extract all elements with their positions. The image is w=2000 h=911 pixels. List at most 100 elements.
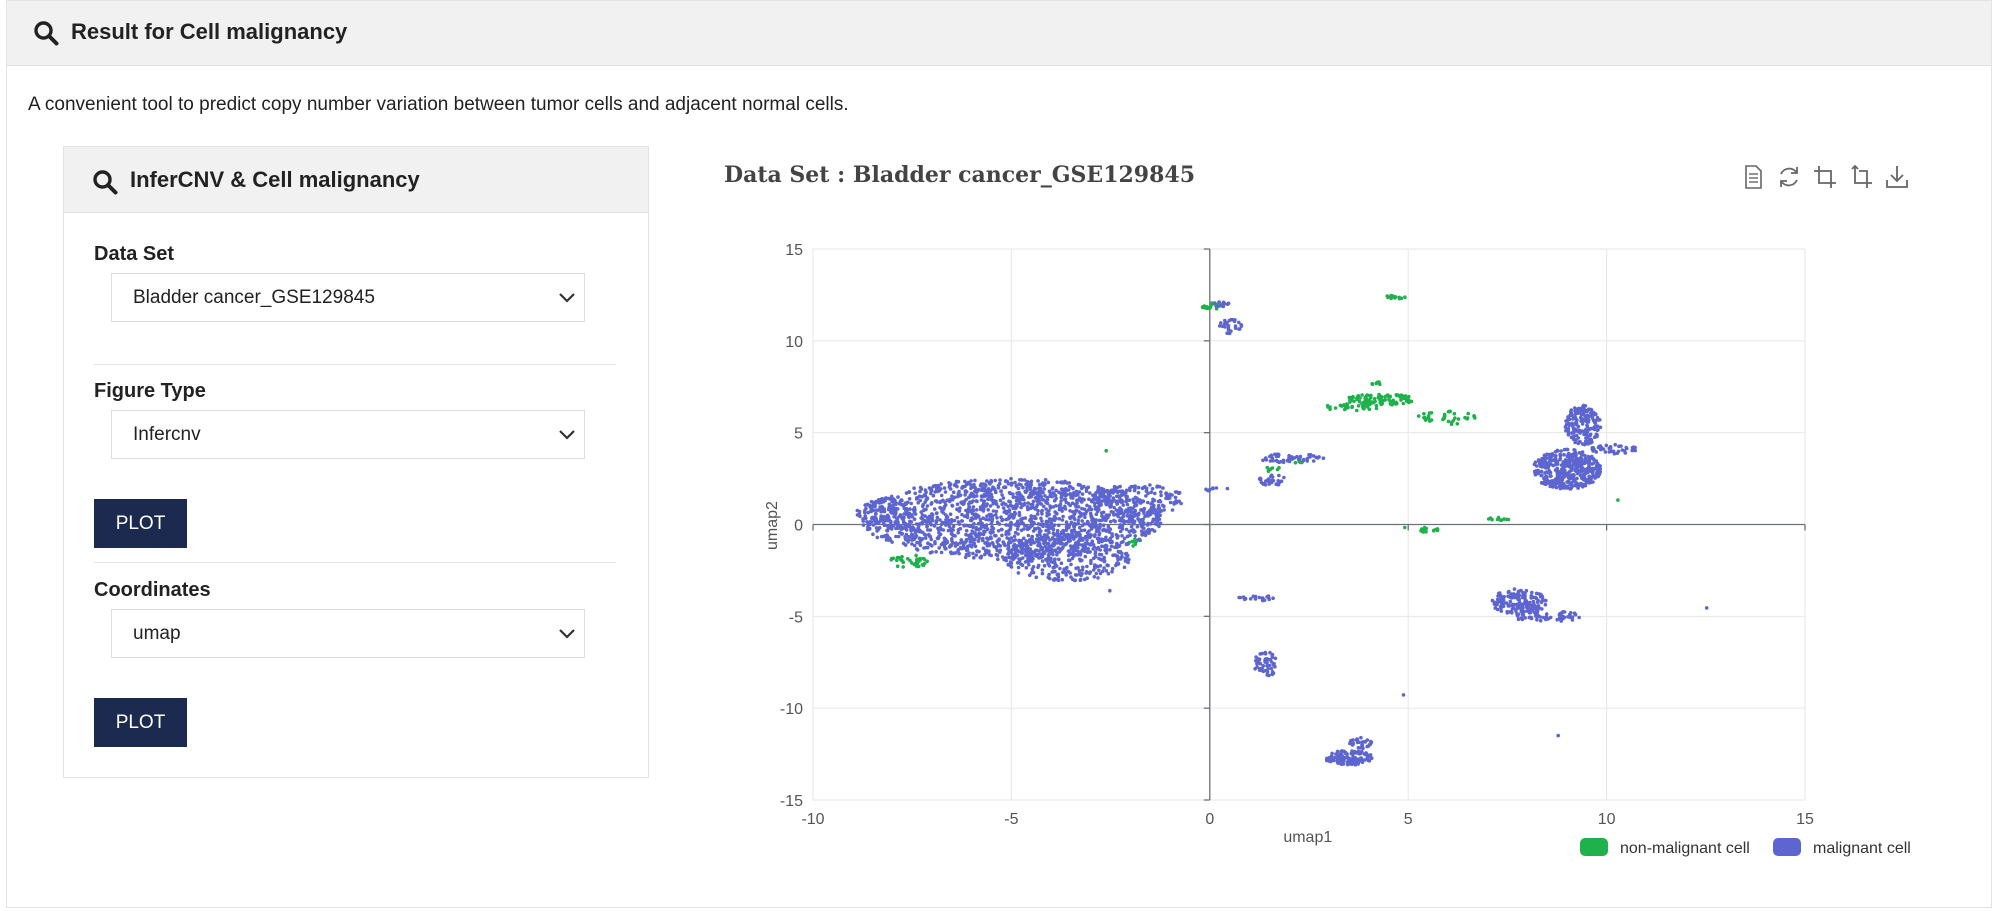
data-point <box>1346 405 1350 410</box>
data-point <box>1023 490 1028 495</box>
data-point <box>938 518 942 522</box>
dataset-select[interactable]: Bladder cancer_GSE129845 <box>111 273 585 322</box>
restore-icon[interactable] <box>1776 164 1804 192</box>
data-point <box>1026 556 1030 561</box>
data-point <box>1025 527 1030 531</box>
data-point <box>904 525 909 529</box>
data-point <box>1064 525 1069 530</box>
data-point <box>978 517 983 522</box>
data-point <box>1572 448 1576 452</box>
data-point <box>1523 593 1527 598</box>
data-point <box>1168 500 1173 505</box>
data-point <box>1068 558 1072 563</box>
data-point <box>1104 529 1109 533</box>
data-point <box>936 536 940 541</box>
data-point <box>1537 470 1541 474</box>
data-point <box>1110 566 1115 571</box>
data-point <box>1595 415 1600 420</box>
data-point <box>1064 573 1068 577</box>
legend-item-non-malignant-label: non-malignant cell <box>1620 840 1750 857</box>
zoom-reset-icon[interactable] <box>1848 164 1876 192</box>
data-point <box>1630 448 1634 453</box>
data-point <box>1035 554 1039 558</box>
x-tick-label: -10 <box>801 811 824 828</box>
data-point <box>973 532 977 536</box>
data-point <box>1008 540 1013 545</box>
figure-type-select[interactable]: Infercnv <box>111 410 585 459</box>
data-point <box>976 487 981 492</box>
data-point <box>901 541 906 546</box>
data-point <box>1366 399 1371 403</box>
data-point <box>1080 543 1084 547</box>
data-point <box>1076 546 1080 550</box>
data-point <box>1013 555 1018 560</box>
data-point <box>950 539 954 543</box>
data-point <box>979 482 984 486</box>
data-point <box>1059 491 1063 496</box>
data-point <box>1559 481 1563 485</box>
data-point <box>1077 537 1082 542</box>
data-point <box>1542 476 1546 481</box>
data-point <box>969 479 973 483</box>
data-point <box>922 546 926 550</box>
plot-button-figure[interactable]: PLOT <box>94 499 187 548</box>
data-point <box>1098 491 1102 496</box>
data-point <box>1573 409 1577 413</box>
data-point <box>1002 541 1006 546</box>
data-point <box>1472 414 1476 418</box>
data-point <box>1101 569 1105 573</box>
plot-button-coordinates[interactable]: PLOT <box>94 698 187 747</box>
data-point <box>1173 495 1178 500</box>
data-point <box>1153 518 1157 522</box>
data-point <box>950 503 954 508</box>
data-point <box>1545 456 1549 460</box>
data-point <box>1570 414 1575 418</box>
data-point <box>935 515 940 520</box>
data-point <box>1588 432 1593 437</box>
data-point <box>1015 521 1019 525</box>
data-point <box>1265 664 1269 668</box>
data-point <box>1380 401 1385 406</box>
data-point <box>1346 761 1351 765</box>
data-point <box>1010 481 1014 486</box>
data-point <box>1047 530 1051 535</box>
coordinates-label: Coordinates <box>94 579 211 601</box>
data-point <box>1524 588 1529 593</box>
zoom-icon[interactable] <box>1812 164 1840 192</box>
data-point <box>935 511 939 515</box>
data-point <box>929 491 933 496</box>
data-point <box>970 525 975 529</box>
data-point <box>1177 491 1181 496</box>
y-axis-label: umap2 <box>764 501 781 550</box>
data-point <box>1591 480 1595 484</box>
data-point <box>1060 518 1065 522</box>
data-point <box>944 513 948 517</box>
data-point <box>1049 556 1053 561</box>
data-point <box>949 551 954 556</box>
data-point <box>1123 559 1128 563</box>
data-point <box>1351 742 1355 747</box>
data-point <box>1559 468 1564 473</box>
data-point <box>1579 468 1583 473</box>
data-point <box>1037 501 1042 505</box>
data-point <box>1504 601 1509 605</box>
data-point <box>1273 656 1278 661</box>
data-point <box>1348 400 1352 404</box>
data-view-icon[interactable] <box>1740 164 1768 192</box>
data-point <box>968 543 972 547</box>
data-point <box>906 556 910 561</box>
data-point <box>909 513 914 517</box>
data-point <box>984 483 988 488</box>
data-point <box>1111 553 1116 557</box>
data-point <box>1506 604 1511 608</box>
data-point <box>991 485 995 490</box>
data-point <box>1059 499 1063 503</box>
data-point <box>1578 428 1582 433</box>
data-point <box>1058 541 1063 545</box>
data-point <box>1035 548 1039 553</box>
data-point <box>1031 570 1036 575</box>
data-point <box>926 528 930 532</box>
download-icon[interactable] <box>1884 164 1912 192</box>
data-point <box>1129 524 1134 529</box>
coordinates-select[interactable]: umap <box>111 609 585 658</box>
